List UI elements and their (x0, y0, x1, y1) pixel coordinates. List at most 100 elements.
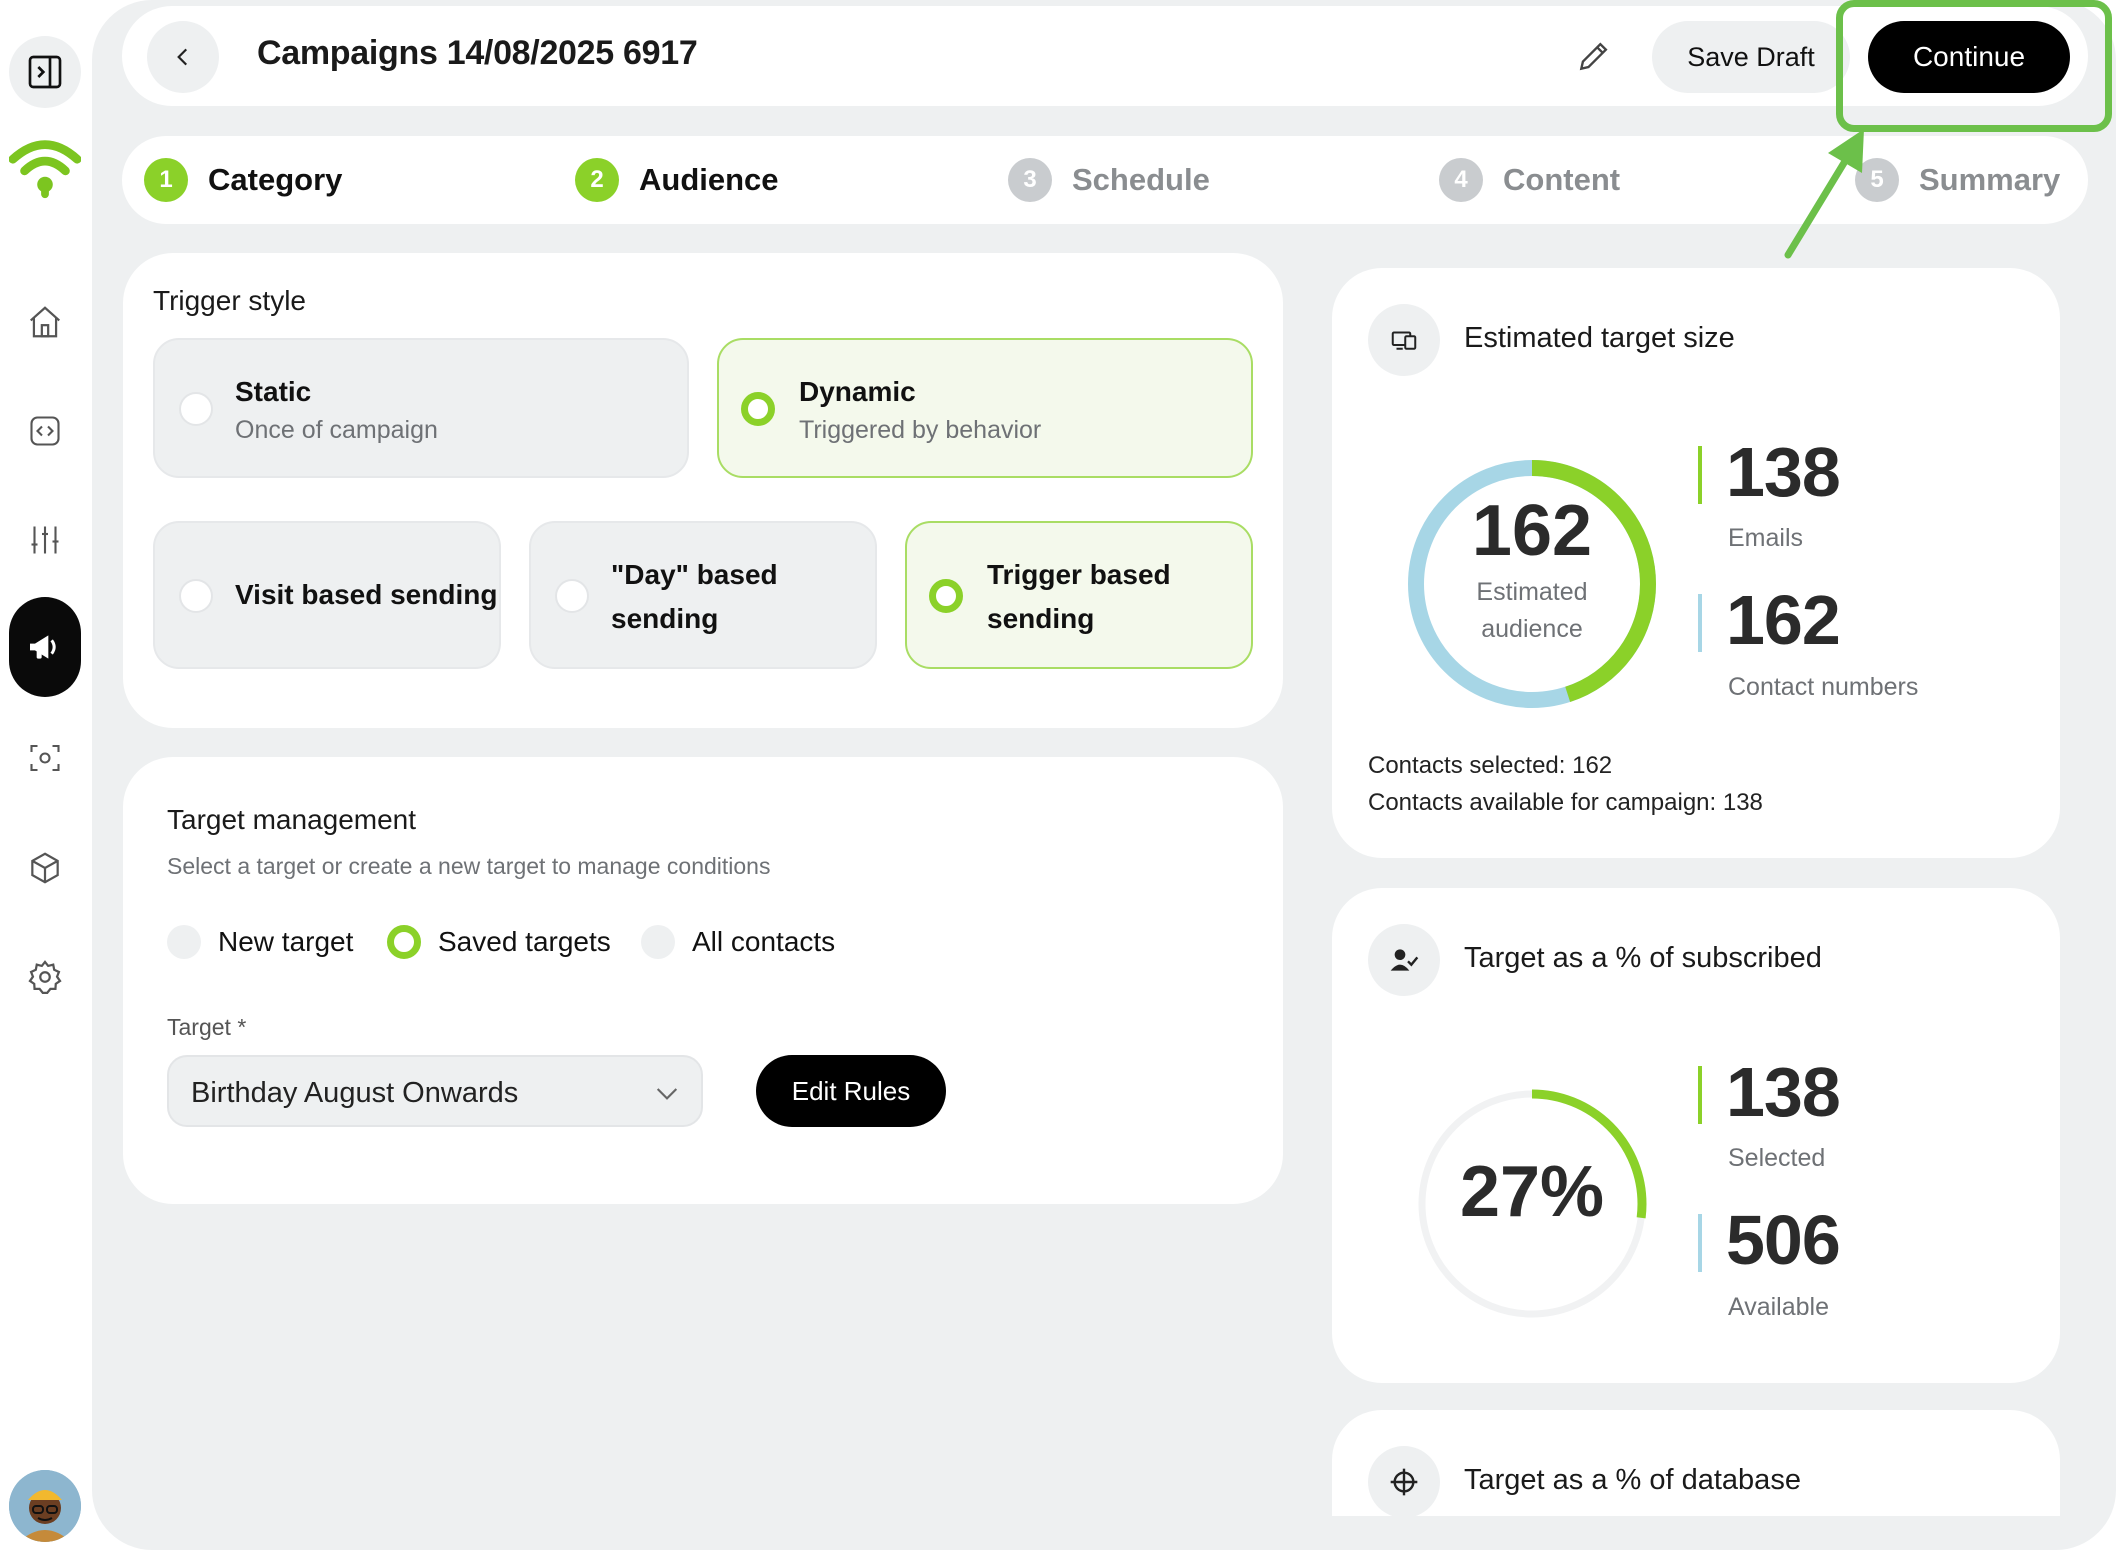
radio-label: All contacts (692, 926, 836, 957)
database-percent-card: Target as a % of database (1332, 1410, 2060, 1518)
subscribed-percent-title: Target as a % of subscribed (1464, 942, 1822, 974)
subscribed-percent-value: 27% (1459, 1152, 1605, 1232)
radio-trigger-based[interactable] (929, 579, 963, 613)
contacts-available-text: Contacts available for campaign: 138 (1368, 789, 1763, 816)
edit-rules-button[interactable]: Edit Rules (756, 1055, 946, 1127)
devices-icon (1368, 304, 1440, 376)
contacts-label: Contact numbers (1728, 673, 1919, 701)
step-label: Content (1503, 162, 1621, 197)
trigger-style-heading: Trigger style (153, 285, 307, 316)
radio-dot[interactable] (167, 925, 201, 959)
home-icon (30, 306, 60, 338)
radio-visit-based[interactable] (179, 579, 213, 613)
contacts-value: 162 (1726, 581, 1841, 659)
crosshair-icon (1368, 1446, 1440, 1518)
available-label: Available (1728, 1293, 1830, 1321)
edit-title-button[interactable] (1569, 31, 1619, 81)
available-bar (1698, 1214, 1702, 1272)
sidebar-item-products[interactable] (15, 838, 75, 898)
sidebar-item-campaigns[interactable] (9, 597, 81, 697)
option-title: "Day" based sending (611, 559, 778, 634)
sidebar-item-code[interactable] (15, 401, 75, 461)
estimated-audience-ring (1408, 460, 1656, 708)
target-field-label: Target * (167, 1014, 247, 1040)
chevron-down-icon (651, 1077, 683, 1114)
subscribed-percent-arc (1417, 1089, 1647, 1319)
cube-icon (31, 852, 59, 884)
option-dynamic[interactable]: Dynamic Triggered by behavior (717, 338, 1253, 478)
estimated-target-size-card: Estimated target size 162 Estimated audi… (1332, 268, 2060, 858)
target-management-card: Target management Select a target or cre… (123, 757, 1283, 1204)
database-percent-title: Target as a % of database (1464, 1464, 1801, 1496)
radio-static[interactable] (179, 392, 213, 426)
option-title: Trigger based sending (987, 559, 1171, 634)
step-number: 4 (1439, 158, 1483, 202)
option-visit-based[interactable]: Visit based sending (153, 521, 501, 669)
sidebar-item-home[interactable] (15, 292, 75, 352)
subscribed-percent-ring (1417, 1089, 1647, 1319)
step-label: Category (208, 162, 343, 197)
step-audience[interactable]: 2 Audience (575, 158, 779, 202)
step-label: Schedule (1072, 162, 1210, 197)
contacts-bar (1698, 594, 1702, 652)
step-number: 3 (1008, 158, 1052, 202)
sidebar-item-scan[interactable] (15, 728, 75, 788)
contacts-selected-text: Contacts selected: 162 (1368, 752, 1613, 779)
radio-day-based[interactable] (555, 579, 589, 613)
page-title: Campaigns 14/08/2025 6917 (257, 34, 698, 72)
sidebar-item-filters[interactable] (15, 510, 75, 570)
emails-label: Emails (1728, 524, 1804, 552)
option-subtitle: Once of campaign (235, 416, 438, 444)
sidebar-item-settings[interactable] (15, 947, 75, 1007)
step-number: 5 (1855, 158, 1899, 202)
step-summary[interactable]: 5 Summary (1855, 158, 2060, 202)
pencil-icon (1579, 42, 1608, 71)
option-title: Static (235, 376, 312, 407)
step-label: Audience (639, 162, 779, 197)
radio-all-contacts[interactable]: All contacts (641, 925, 835, 959)
radio-label: Saved targets (438, 926, 611, 957)
estimated-audience-arc (1408, 460, 1656, 708)
subscribed-percent-card: Target as a % of subscribed 27% 138 Sele… (1332, 888, 2060, 1383)
option-trigger-based[interactable]: Trigger based sending (905, 521, 1253, 669)
header-bar: Campaigns 14/08/2025 6917 Save Draft Con… (122, 6, 2088, 106)
step-schedule[interactable]: 3 Schedule (1008, 158, 1210, 202)
scan-icon (30, 744, 60, 772)
step-number: 2 (575, 158, 619, 202)
back-button[interactable] (147, 21, 219, 93)
radio-dot[interactable] (641, 925, 675, 959)
target-select-value: Birthday August Onwards (191, 1077, 519, 1109)
continue-button[interactable]: Continue (1868, 21, 2070, 93)
target-select[interactable]: Birthday August Onwards (167, 1055, 703, 1127)
gear-icon (28, 960, 62, 994)
radio-saved-targets[interactable]: Saved targets (387, 925, 611, 959)
available-value: 506 (1726, 1201, 1841, 1279)
step-content[interactable]: 4 Content (1439, 158, 1620, 202)
target-management-heading: Target management (167, 804, 417, 835)
progress-stepper: 1 Category 2 Audience 3 Schedule 4 Conte… (122, 136, 2088, 224)
sidebar-toggle-button[interactable] (9, 36, 81, 108)
sliders-icon (31, 526, 59, 554)
trigger-style-card: Trigger style Static Once of campaign Dy… (123, 253, 1283, 728)
emails-value: 138 (1726, 433, 1841, 511)
step-category[interactable]: 1 Category (144, 158, 342, 202)
radio-dynamic[interactable] (741, 392, 775, 426)
estimated-audience-label: Estimated audience (1476, 578, 1588, 643)
radio-dot[interactable] (387, 925, 421, 959)
selected-value: 138 (1726, 1053, 1841, 1131)
panel-toggle-icon (28, 55, 62, 89)
save-draft-button[interactable]: Save Draft (1652, 21, 1850, 93)
option-static[interactable]: Static Once of campaign (153, 338, 689, 478)
chevron-left-icon (177, 48, 188, 66)
main-canvas: Campaigns 14/08/2025 6917 Save Draft Con… (92, 0, 2116, 1550)
selected-label: Selected (1728, 1144, 1826, 1172)
code-icon (30, 416, 60, 446)
radio-label: New target (218, 926, 354, 957)
estimated-audience-value: 162 (1471, 491, 1593, 571)
radio-new-target[interactable]: New target (167, 925, 353, 959)
brand-logo[interactable] (9, 130, 81, 202)
estimated-target-size-title: Estimated target size (1464, 322, 1735, 354)
option-day-based[interactable]: "Day" based sending (529, 521, 877, 669)
user-avatar[interactable] (9, 1470, 81, 1542)
step-number: 1 (144, 158, 188, 202)
